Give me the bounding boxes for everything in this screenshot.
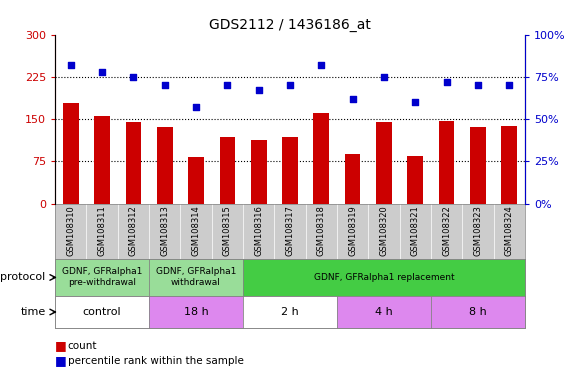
- Text: GSM108319: GSM108319: [348, 205, 357, 256]
- Bar: [438, 121, 454, 204]
- Bar: [94, 116, 110, 204]
- Bar: [243, 296, 337, 328]
- Point: [66, 62, 75, 68]
- Text: ■: ■: [55, 339, 67, 352]
- Point: [285, 82, 295, 88]
- Text: control: control: [83, 307, 121, 317]
- Bar: [149, 259, 243, 296]
- Point: [191, 104, 201, 110]
- Text: ■: ■: [55, 354, 67, 367]
- Text: GDNF, GFRalpha1 replacement: GDNF, GFRalpha1 replacement: [314, 273, 454, 282]
- Bar: [313, 113, 329, 204]
- Text: GSM108320: GSM108320: [379, 205, 389, 256]
- Bar: [125, 122, 141, 204]
- Bar: [55, 296, 149, 328]
- Bar: [149, 296, 243, 328]
- Bar: [251, 140, 266, 204]
- Text: GSM108314: GSM108314: [191, 205, 201, 256]
- Text: GDNF, GFRalpha1
pre-withdrawal: GDNF, GFRalpha1 pre-withdrawal: [62, 267, 142, 288]
- Bar: [282, 137, 298, 204]
- Bar: [407, 156, 423, 204]
- Point: [317, 62, 326, 68]
- Text: count: count: [68, 341, 97, 351]
- Bar: [219, 137, 235, 204]
- Text: GSM108317: GSM108317: [285, 205, 295, 256]
- Text: 4 h: 4 h: [375, 307, 393, 317]
- Bar: [55, 259, 149, 296]
- Bar: [63, 103, 79, 204]
- Point: [505, 82, 514, 88]
- Text: GSM108310: GSM108310: [66, 205, 75, 256]
- Bar: [470, 127, 486, 204]
- Bar: [188, 157, 204, 204]
- Text: 18 h: 18 h: [184, 307, 208, 317]
- Point: [442, 79, 451, 85]
- Text: GSM108323: GSM108323: [473, 205, 483, 256]
- Text: GDNF, GFRalpha1
withdrawal: GDNF, GFRalpha1 withdrawal: [156, 267, 236, 288]
- Title: GDS2112 / 1436186_at: GDS2112 / 1436186_at: [209, 18, 371, 32]
- Bar: [337, 296, 431, 328]
- Point: [379, 74, 389, 80]
- Point: [129, 74, 138, 80]
- Text: GSM108313: GSM108313: [160, 205, 169, 256]
- Text: time: time: [20, 307, 46, 317]
- Bar: [345, 154, 360, 204]
- Text: GSM108312: GSM108312: [129, 205, 138, 256]
- Point: [97, 69, 107, 75]
- Text: percentile rank within the sample: percentile rank within the sample: [68, 356, 244, 366]
- Text: GSM108318: GSM108318: [317, 205, 326, 256]
- Bar: [243, 259, 525, 296]
- Text: 8 h: 8 h: [469, 307, 487, 317]
- Bar: [376, 122, 392, 204]
- Text: GSM108322: GSM108322: [442, 205, 451, 256]
- Text: GSM108321: GSM108321: [411, 205, 420, 256]
- Bar: [501, 126, 517, 204]
- Point: [411, 99, 420, 105]
- Bar: [157, 127, 173, 204]
- Point: [348, 96, 357, 102]
- Point: [473, 82, 483, 88]
- Text: GSM108311: GSM108311: [97, 205, 107, 256]
- Text: 2 h: 2 h: [281, 307, 299, 317]
- Text: GSM108316: GSM108316: [254, 205, 263, 256]
- Text: GSM108315: GSM108315: [223, 205, 232, 256]
- Text: protocol: protocol: [1, 272, 46, 283]
- Text: GSM108324: GSM108324: [505, 205, 514, 256]
- Bar: [431, 296, 525, 328]
- Point: [160, 82, 169, 88]
- Point: [254, 87, 263, 93]
- Point: [223, 82, 232, 88]
